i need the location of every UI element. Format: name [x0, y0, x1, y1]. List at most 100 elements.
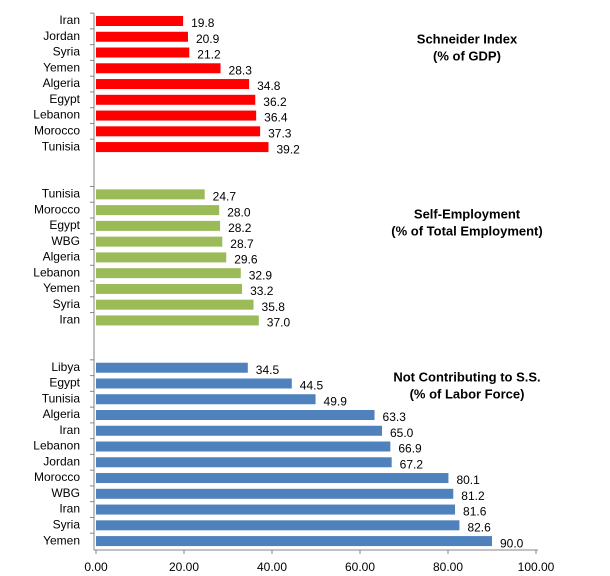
bar [96, 16, 184, 26]
y-tick-label: Syria [53, 517, 81, 531]
bar [96, 378, 292, 389]
value-label: 81.6 [463, 505, 487, 519]
y-tick-label: Jordan [43, 29, 80, 43]
value-label: 32.9 [249, 268, 273, 282]
value-label: 80.1 [456, 473, 480, 487]
y-tick-label: Morocco [34, 470, 80, 484]
bar [96, 110, 257, 121]
value-label: 28.7 [230, 237, 254, 251]
bar [96, 441, 391, 452]
x-tick-label: 80.00 [433, 560, 463, 574]
value-label: 29.6 [234, 253, 258, 267]
y-tick-label: Libya [51, 360, 80, 374]
bar [96, 252, 227, 263]
bar [96, 31, 188, 42]
y-tick-label: Yemen [43, 533, 80, 547]
value-label: 44.5 [300, 379, 324, 393]
group-title: Not Contributing to S.S. [393, 369, 540, 384]
value-label: 33.2 [250, 284, 274, 298]
value-label: 28.0 [227, 205, 251, 219]
value-label: 35.8 [262, 300, 286, 314]
y-tick-label: Syria [53, 297, 81, 311]
y-tick-label: Yemen [43, 281, 80, 295]
bar [96, 504, 456, 515]
bar [96, 220, 221, 231]
value-label: 65.0 [390, 426, 414, 440]
value-label: 90.0 [500, 536, 524, 550]
bar [96, 362, 248, 373]
y-tick-label: Algeria [43, 250, 81, 264]
y-tick-label: Lebanon [33, 265, 80, 279]
bar [96, 94, 256, 105]
y-tick-label: Tunisia [42, 391, 81, 405]
bar [96, 283, 243, 294]
bar [96, 473, 449, 484]
group-title: (% of Total Employment) [391, 223, 542, 238]
value-label: 34.8 [257, 79, 281, 93]
y-tick-label: Syria [53, 45, 81, 59]
bar [96, 142, 269, 153]
y-tick-label: Egypt [49, 376, 80, 390]
bar [96, 79, 250, 90]
bar [96, 410, 375, 420]
bar [96, 189, 205, 200]
y-tick-label: WBG [51, 234, 80, 248]
bar [96, 315, 259, 326]
value-label: 19.8 [191, 16, 215, 30]
y-tick-label: Morocco [34, 123, 80, 137]
group-title: Self-Employment [414, 206, 521, 221]
bar [96, 488, 454, 499]
value-label: 81.2 [461, 489, 485, 503]
value-label: 37.0 [267, 316, 291, 330]
y-tick-label: Jordan [43, 454, 80, 468]
value-label: 24.7 [213, 190, 237, 204]
bar [96, 520, 460, 531]
y-tick-label: Tunisia [42, 139, 81, 153]
bar [96, 236, 223, 247]
value-label: 28.2 [228, 221, 252, 235]
y-tick-label: Egypt [49, 92, 80, 106]
value-label: 49.9 [324, 394, 348, 408]
value-label: 67.2 [400, 457, 424, 471]
group-title: (% of GDP) [433, 48, 501, 63]
bar [96, 205, 220, 216]
value-label: 66.9 [398, 442, 422, 456]
y-tick-label: Iran [59, 423, 80, 437]
value-label: 82.6 [467, 520, 491, 534]
bar [96, 425, 382, 436]
bar [96, 536, 492, 547]
value-label: 36.2 [263, 95, 287, 109]
bar [96, 268, 241, 279]
value-label: 34.5 [256, 363, 280, 377]
y-tick-label: Iran [59, 313, 80, 327]
bar [96, 47, 190, 58]
y-tick-label: Iran [59, 502, 80, 516]
y-tick-label: Egypt [49, 218, 80, 232]
group-title: (% of Labor Force) [410, 386, 525, 401]
group-title: Schneider Index [417, 31, 518, 46]
bar [96, 126, 261, 137]
value-label: 37.3 [268, 126, 292, 140]
y-tick-label: Morocco [34, 202, 80, 216]
bar [96, 394, 316, 405]
y-tick-label: Algeria [43, 407, 81, 421]
y-tick-label: Iran [59, 13, 80, 27]
value-label: 20.9 [196, 32, 220, 46]
y-tick-label: Algeria [43, 76, 81, 90]
value-label: 28.3 [229, 63, 253, 77]
x-tick-label: 40.00 [257, 560, 287, 574]
y-tick-label: Tunisia [42, 187, 81, 201]
value-label: 36.4 [264, 111, 288, 125]
bar [96, 457, 392, 468]
y-tick-label: Yemen [43, 60, 80, 74]
x-tick-label: 20.00 [169, 560, 199, 574]
x-tick-label: 100.00 [518, 560, 555, 574]
x-tick-label: 60.00 [345, 560, 375, 574]
value-label: 21.2 [197, 48, 221, 62]
y-tick-label: Lebanon [33, 439, 80, 453]
x-tick-label: 0.00 [84, 560, 108, 574]
y-tick-label: Lebanon [33, 108, 80, 122]
y-tick-label: WBG [51, 486, 80, 500]
bar [96, 299, 254, 310]
